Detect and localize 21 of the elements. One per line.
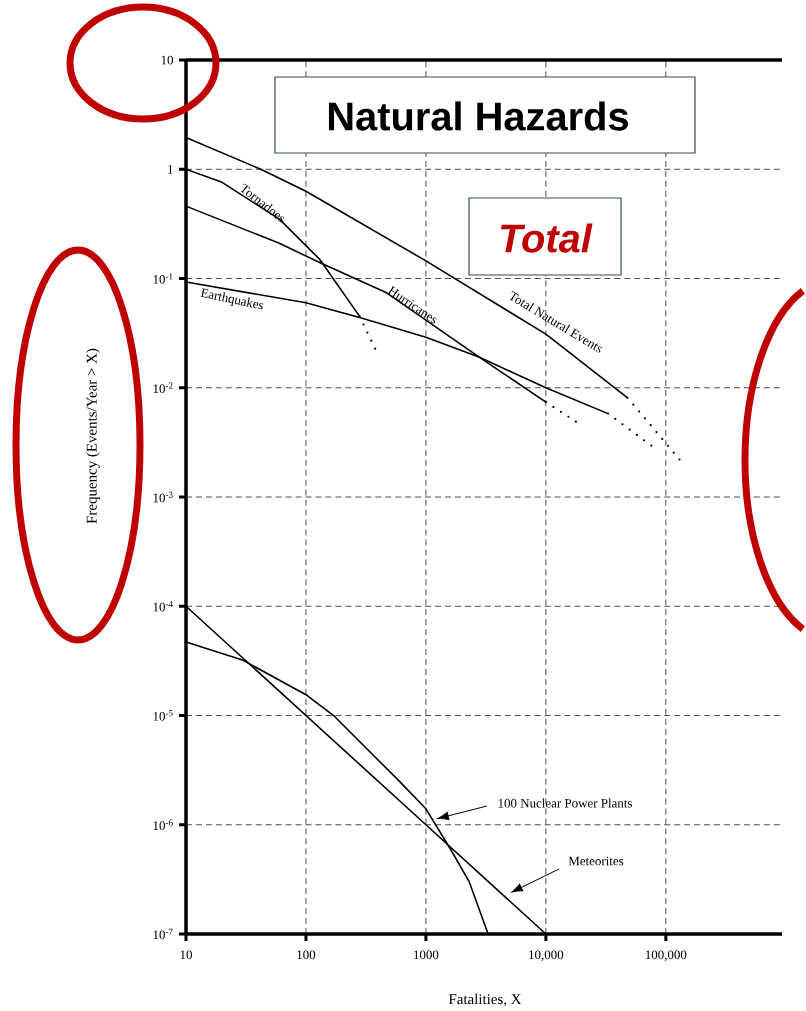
x-tick-label: 10,000 [529, 950, 563, 962]
x-tick-label: 10 [180, 950, 192, 960]
x-tick-label: 100,000 [645, 950, 687, 962]
y-tick-label: 10$^{-1}$ [153, 273, 173, 284]
text: Earthquakes [200, 288, 263, 310]
text: Natural Hazards [328, 101, 628, 131]
x-tick-label: 100 [297, 950, 315, 960]
y-tick-label: 10$^{-5}$ [153, 710, 173, 721]
x-axis-title: Fatalities, X [448, 993, 522, 1007]
y-tick-label: 1 [168, 165, 173, 174]
annotation: Total [500, 223, 593, 253]
y-tick-label: 10 [161, 55, 173, 65]
legend-label: 100 Nuclear Power Plants [498, 798, 632, 808]
y-tick-label: 10$^{-7}$ [153, 928, 173, 940]
y-tick-label: 10$^{-6}$ [153, 819, 173, 830]
text: Meteorites [568, 856, 624, 866]
x-tick-label: 1000 [413, 950, 439, 960]
y-tick-label: 10$^{-4}$ [153, 601, 173, 612]
y-tick-label: 10$^{-3}$ [153, 491, 173, 503]
y-tick-label: 10$^{-2}$ [153, 382, 173, 393]
y-axis-title: Frequency (Events/Year > X) [86, 348, 100, 524]
